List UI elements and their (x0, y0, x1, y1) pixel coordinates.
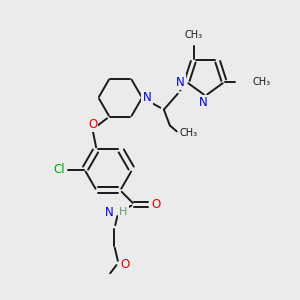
Text: N: N (176, 76, 185, 88)
Text: O: O (88, 118, 97, 131)
Text: N: N (199, 96, 208, 109)
Text: CH₃: CH₃ (180, 128, 198, 138)
Text: CH₃: CH₃ (185, 30, 203, 40)
Text: H: H (119, 207, 128, 217)
Text: Cl: Cl (53, 163, 65, 176)
Text: CH₃: CH₃ (252, 77, 270, 87)
Text: O: O (151, 198, 160, 211)
Text: N: N (105, 206, 113, 219)
Text: O: O (121, 258, 130, 271)
Text: N: N (143, 91, 152, 104)
